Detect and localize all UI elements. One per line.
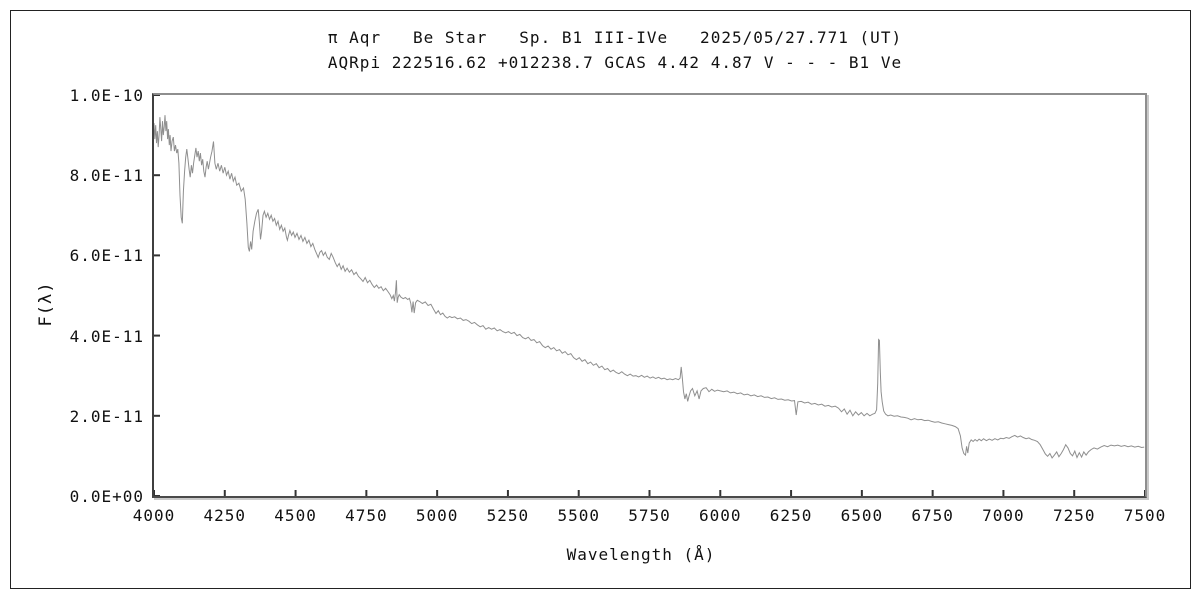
- x-axis-title: Wavelength (Å): [566, 545, 716, 564]
- x-tick-label: 7500: [1123, 506, 1167, 525]
- y-axis-title: F(λ): [36, 281, 56, 327]
- y-tick-label: 4.0E-11: [69, 326, 144, 346]
- x-tick-label: 4000: [132, 506, 176, 525]
- y-tick-label: 0.0E+00: [69, 487, 144, 506]
- y-tick-label: 1.0E-10: [69, 86, 144, 105]
- x-tick-label: 6500: [840, 506, 884, 525]
- x-tick-label: 5750: [628, 506, 671, 525]
- x-tick-label: 5250: [486, 506, 530, 525]
- x-tick-label: 5000: [415, 506, 459, 525]
- plot-area: [152, 93, 1147, 498]
- x-tick-label: 6250: [769, 506, 813, 525]
- x-tick-label: 6000: [699, 506, 742, 525]
- y-tick-label: 6.0E-11: [69, 246, 144, 266]
- x-tick-label: 4250: [203, 506, 247, 525]
- y-tick-label: 2.0E-11: [69, 406, 144, 426]
- x-tick-label: 7250: [1052, 506, 1096, 525]
- y-tick-label: 8.0E-11: [69, 166, 144, 186]
- x-tick-label: 4750: [345, 506, 388, 525]
- x-tick-label: 5500: [557, 506, 600, 525]
- chart-title-line2: AQRpi 222516.62 +012238.7 GCAS 4.42 4.87…: [327, 53, 903, 72]
- x-tick-label: 7000: [982, 506, 1025, 525]
- x-tick-label: 4500: [274, 506, 317, 525]
- x-tick-label: 6750: [911, 506, 954, 525]
- spectrum-line: [154, 115, 1145, 459]
- chart-title-line1: π Aqr Be Star Sp. B1 III-IVe 2025/05/27.…: [327, 28, 903, 47]
- spectrum-svg: [154, 95, 1145, 496]
